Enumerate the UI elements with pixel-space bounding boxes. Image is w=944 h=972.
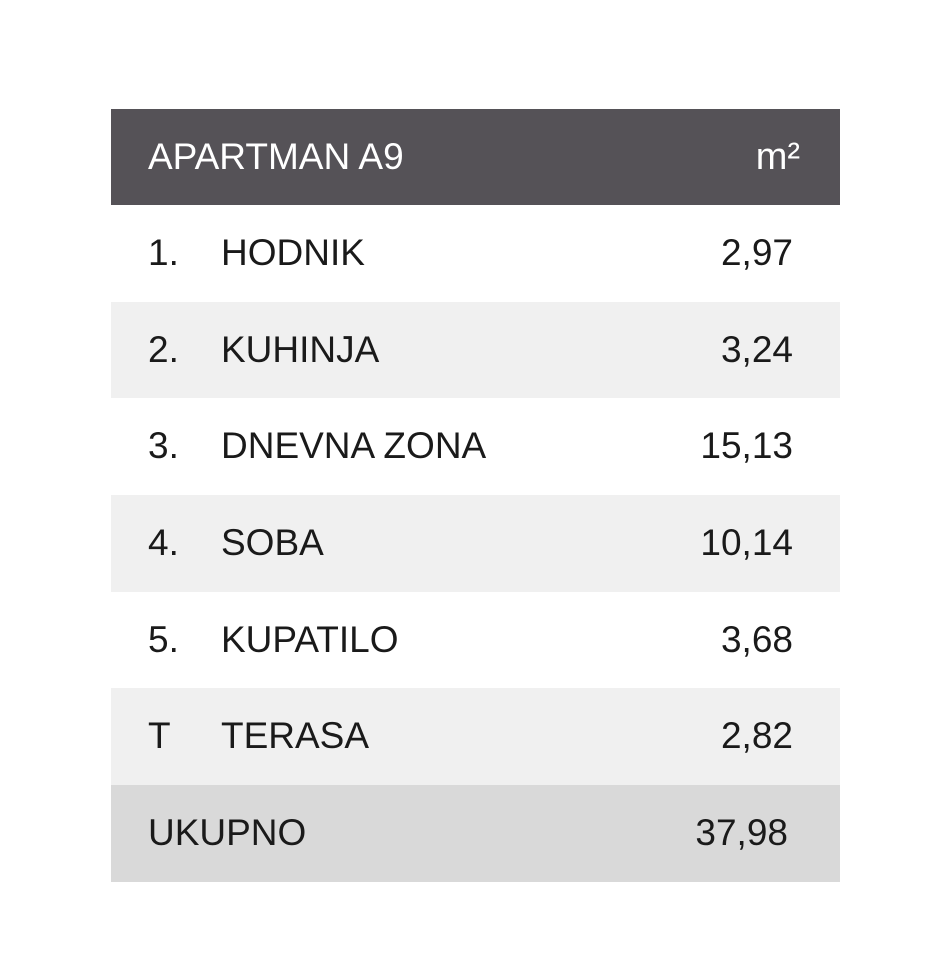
- room-area: 15,13: [700, 425, 793, 467]
- room-name: TERASA: [221, 715, 370, 757]
- room-name: HODNIK: [221, 232, 365, 273]
- table-row: 5. KUPATILO 3,68: [111, 592, 840, 689]
- table-row: 2. KUHINJA 3,24: [111, 301, 840, 399]
- row-number: 1.: [148, 232, 179, 273]
- room-area: 3,68: [720, 618, 793, 660]
- total-row: UKUPNO 37,98: [111, 785, 840, 882]
- room-name: DNEVNA ZONA: [221, 425, 487, 467]
- unit-label: m²: [755, 136, 800, 178]
- room-area: 2,82: [720, 715, 793, 757]
- room-area: 3,24: [720, 328, 793, 370]
- table-row: 1. HODNIK 2,97: [111, 205, 840, 302]
- row-number: 2.: [148, 328, 179, 370]
- table-header: APARTMAN A9 m²: [111, 109, 840, 205]
- room-area: 2,97: [720, 232, 793, 273]
- row-number: 3.: [148, 425, 179, 467]
- row-number: 4.: [148, 522, 179, 564]
- room-area: 10,14: [700, 522, 793, 564]
- table-title: APARTMAN A9: [148, 136, 404, 177]
- table-row: 3. DNEVNA ZONA 15,13: [111, 398, 840, 495]
- total-value: 37,98: [695, 812, 788, 854]
- row-number: 5.: [148, 618, 179, 660]
- room-name: SOBA: [221, 522, 324, 564]
- total-label: UKUPNO: [148, 812, 307, 854]
- area-table: APARTMAN A9 m² 1. HODNIK 2,97 2. KUHINJA 3,24…: [111, 109, 840, 882]
- row-number: T: [148, 715, 171, 757]
- room-name: KUHINJA: [221, 328, 380, 370]
- table-row: 4. SOBA 10,14: [111, 495, 840, 592]
- table-row: T TERASA 2,82: [111, 688, 840, 786]
- room-name: KUPATILO: [221, 618, 399, 660]
- table-body: 1. HODNIK 2,97 2. KUHINJA 3,24 3. DNEVNA ZONA 15…: [111, 205, 840, 786]
